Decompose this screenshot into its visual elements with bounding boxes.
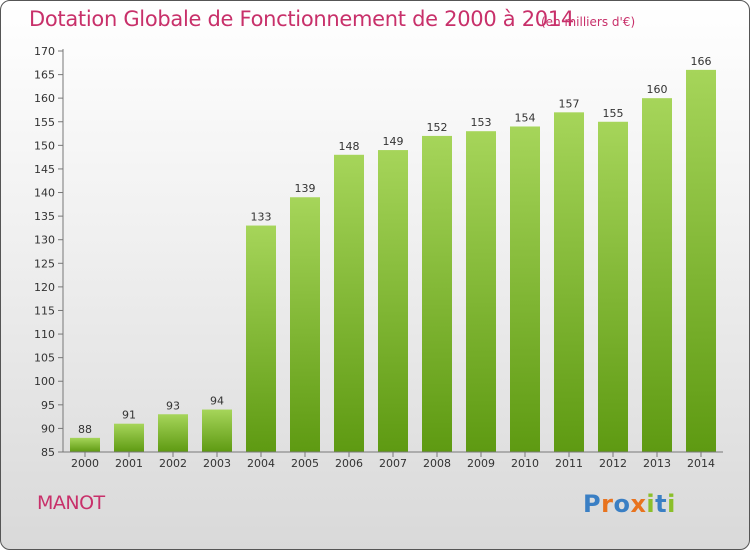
logo-letter: x xyxy=(630,490,647,518)
bars: 88 91 93 94 133 139 148 149 152 153 154 157 155 160 16… xyxy=(70,55,716,453)
x-tick-label: 2007 xyxy=(379,457,407,470)
bar-2005 xyxy=(290,197,320,452)
x-tick-label: 2013 xyxy=(643,457,671,470)
logo-letter: o xyxy=(613,490,631,518)
x-tick-label: 2004 xyxy=(247,457,275,470)
y-tick-label: 160 xyxy=(34,92,55,105)
bar-value-label: 133 xyxy=(251,211,272,224)
bar-value-label: 152 xyxy=(427,121,448,134)
y-tick-label: 115 xyxy=(34,304,55,317)
bar-2002 xyxy=(158,414,188,452)
bar-2009 xyxy=(466,131,496,452)
x-axis: 2000 2001 2002 2003 2004 2005 2006 2007 2008 2009… xyxy=(63,451,723,470)
y-tick-label: 140 xyxy=(34,187,55,200)
x-tick-label: 2005 xyxy=(291,457,319,470)
bar-2014 xyxy=(686,69,716,452)
x-tick-label: 2012 xyxy=(599,457,627,470)
x-tick-label: 2001 xyxy=(115,457,143,470)
x-tick-label: 2008 xyxy=(423,457,451,470)
logo-letter: i xyxy=(667,490,676,518)
bar-2007 xyxy=(378,150,408,452)
y-tick-label: 120 xyxy=(34,281,55,294)
bar-value-label: 149 xyxy=(383,135,404,148)
bar-2012 xyxy=(598,121,628,452)
bar-value-label: 166 xyxy=(691,55,712,68)
bar-value-label: 139 xyxy=(295,182,316,195)
x-tick-label: 2009 xyxy=(467,457,495,470)
bar-2003 xyxy=(202,409,232,452)
x-tick-label: 2014 xyxy=(687,457,715,470)
x-tick-label: 2006 xyxy=(335,457,363,470)
y-tick-label: 85 xyxy=(41,446,55,459)
bar-2004 xyxy=(246,225,276,452)
logo-letter: t xyxy=(655,490,668,518)
bar-value-label: 154 xyxy=(515,111,536,124)
logo-letter: P xyxy=(583,490,602,518)
commune-name: MANOT xyxy=(37,492,105,514)
y-tick-label: 150 xyxy=(34,139,55,152)
bar-2008 xyxy=(422,135,452,452)
y-tick-label: 90 xyxy=(41,422,55,435)
y-tick-label: 135 xyxy=(34,210,55,223)
x-tick-label: 2011 xyxy=(555,457,583,470)
bar-value-label: 94 xyxy=(210,395,224,408)
logo-letter: i xyxy=(646,490,656,518)
x-tick-label: 2010 xyxy=(511,457,539,470)
y-tick-label: 95 xyxy=(41,399,55,412)
x-tick-label: 2002 xyxy=(159,457,187,470)
bar-2000 xyxy=(70,437,100,452)
bar-2001 xyxy=(114,423,144,452)
y-tick-label: 170 xyxy=(34,45,55,58)
bar-2013 xyxy=(642,98,672,453)
proxiti-logo[interactable]: Proxiti xyxy=(583,490,676,518)
bar-2011 xyxy=(554,112,584,453)
y-tick-label: 125 xyxy=(34,257,55,270)
chart-title: Dotation Globale de Fonctionnement de 20… xyxy=(29,7,574,31)
bar-value-label: 153 xyxy=(471,116,492,129)
bar-value-label: 155 xyxy=(603,107,624,120)
y-axis: 85 90 95 100 105 110 115 120 125 130 135 140 145 150 1… xyxy=(34,45,64,459)
bar-value-label: 91 xyxy=(122,409,136,422)
x-tick-label: 2003 xyxy=(203,457,231,470)
y-tick-label: 110 xyxy=(34,328,55,341)
y-tick-label: 145 xyxy=(34,163,55,176)
bar-value-label: 157 xyxy=(559,97,580,110)
bar-value-label: 88 xyxy=(78,423,92,436)
x-tick-label: 2000 xyxy=(71,457,99,470)
y-tick-label: 100 xyxy=(34,375,55,388)
bar-value-label: 160 xyxy=(647,83,668,96)
bar-2006 xyxy=(334,154,364,452)
bar-2010 xyxy=(510,126,540,452)
y-tick-label: 165 xyxy=(34,69,55,82)
y-tick-label: 155 xyxy=(34,116,55,129)
y-tick-label: 105 xyxy=(34,352,55,365)
chart-subtitle: (en milliers d'€) xyxy=(541,15,636,29)
bar-value-label: 148 xyxy=(339,140,360,153)
y-tick-label: 130 xyxy=(34,234,55,247)
logo-letter: r xyxy=(601,490,614,518)
bar-value-label: 93 xyxy=(166,399,180,412)
